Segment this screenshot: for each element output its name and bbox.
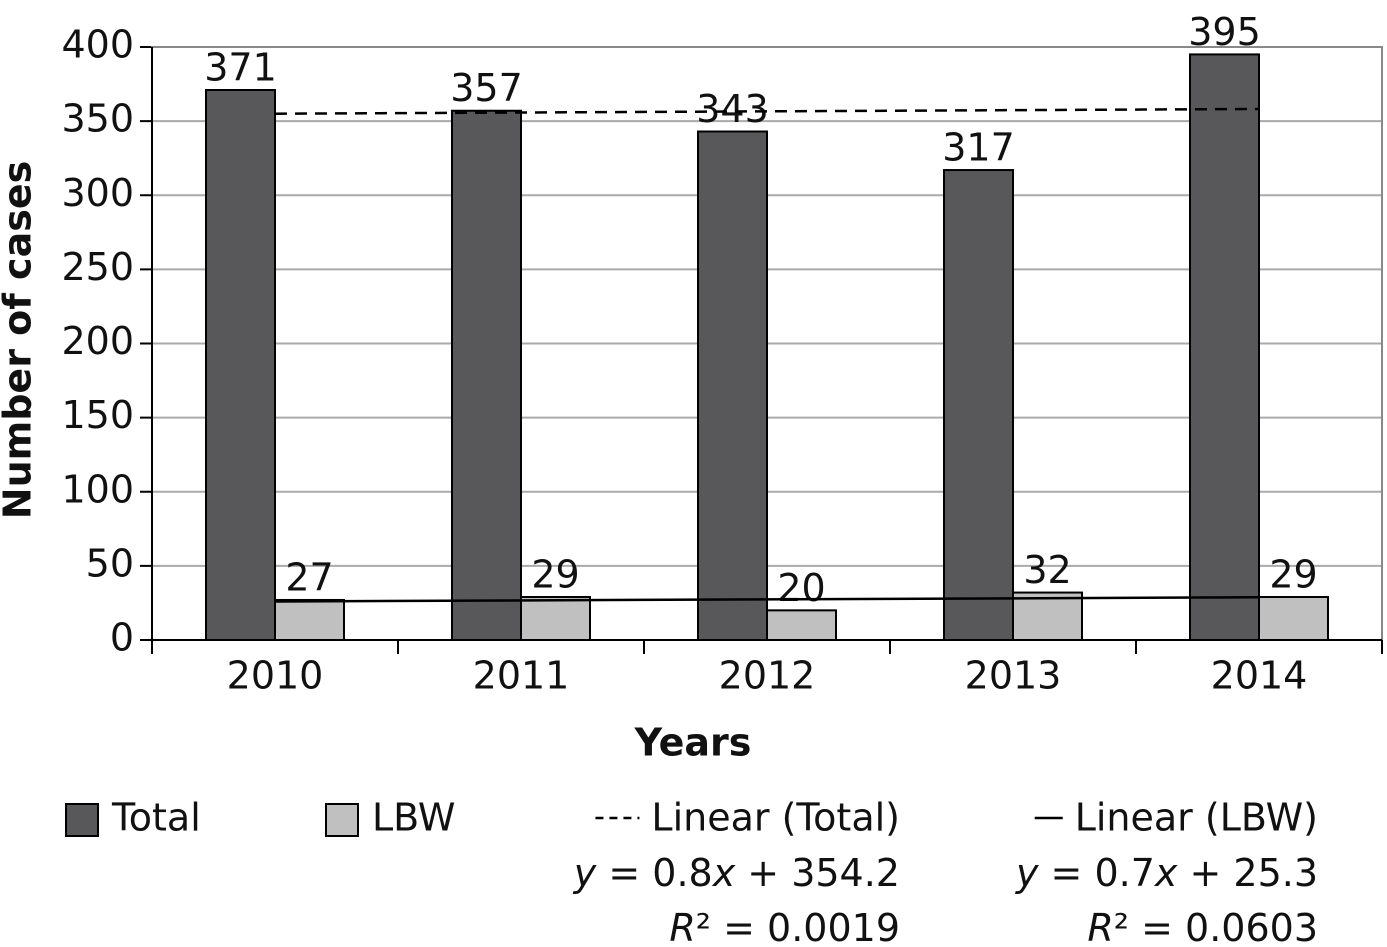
trend-line	[274, 107, 1260, 115]
legend-label: Linear (Total)	[651, 796, 900, 840]
legend-swatch	[65, 803, 99, 837]
bar	[520, 596, 591, 642]
bar	[1258, 596, 1329, 642]
y-tick-label: 0	[110, 616, 134, 660]
legend-label: Total	[111, 796, 201, 840]
value-label: 20	[777, 566, 825, 610]
value-label: 371	[204, 45, 277, 89]
value-label: 395	[1188, 10, 1261, 54]
x-tick-label: 2012	[719, 654, 816, 698]
value-label: 29	[1269, 553, 1317, 597]
x-tick-label: 2013	[965, 654, 1062, 698]
y-tick-label: 200	[61, 319, 134, 363]
bar	[205, 88, 276, 642]
value-label: 343	[696, 87, 769, 131]
y-tick-label: 350	[61, 97, 134, 141]
y-axis-title: Number of cases	[0, 161, 40, 519]
legend-label: LBW	[372, 796, 455, 840]
y-tick-label: 50	[86, 541, 134, 585]
trend-r2: R² = 0.0019	[669, 906, 900, 947]
x-tick-label: 2010	[227, 654, 324, 698]
legend-label: Linear (LBW)	[1075, 796, 1318, 840]
x-axis-title: Years	[634, 721, 752, 765]
bar	[274, 598, 345, 641]
bar	[697, 130, 768, 641]
x-tick-label: 2011	[473, 654, 570, 698]
y-tick-label: 100	[61, 467, 134, 511]
y-tick-label: 400	[61, 23, 134, 67]
value-label: 317	[942, 126, 1015, 170]
value-label: 32	[1023, 548, 1071, 592]
value-label: 357	[450, 66, 523, 110]
trend-equation: y = 0.8x + 354.2	[573, 851, 900, 895]
bar	[451, 109, 522, 641]
y-tick-label: 300	[61, 171, 134, 215]
bar	[943, 169, 1014, 642]
bar	[1189, 53, 1260, 642]
bar	[1012, 591, 1083, 641]
value-label: 27	[285, 555, 333, 599]
x-tick-label: 2014	[1211, 654, 1308, 698]
y-tick-label: 250	[61, 245, 134, 289]
legend-swatch	[325, 803, 359, 837]
trend-r2: R² = 0.0603	[1087, 906, 1318, 947]
y-tick-label: 150	[61, 393, 134, 437]
trend-line	[274, 596, 1260, 603]
value-label: 29	[531, 553, 579, 597]
bar	[766, 609, 837, 641]
trend-equation: y = 0.7x + 25.3	[1015, 851, 1318, 895]
